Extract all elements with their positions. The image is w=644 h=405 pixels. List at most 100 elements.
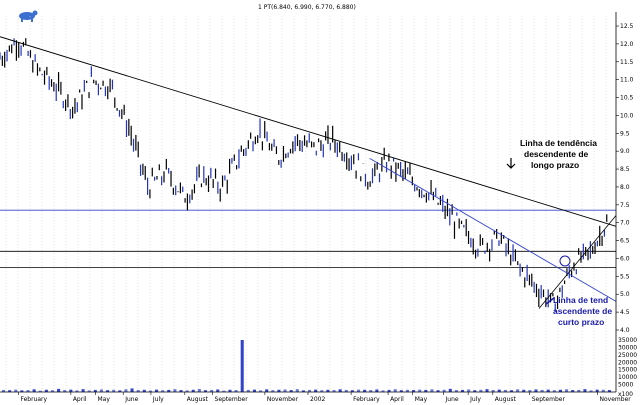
- volume-bar: [136, 390, 140, 392]
- volume-bar: [118, 390, 122, 392]
- volume-bar: [69, 389, 73, 392]
- annotation-line-2: descendente de: [524, 149, 589, 159]
- volume-bar: [289, 390, 293, 392]
- volume-bar: [601, 389, 605, 392]
- volume-bar: [167, 389, 171, 392]
- volume-bar: [448, 388, 452, 392]
- volume-bars: [0, 340, 616, 393]
- volume-bar: [75, 390, 79, 392]
- volume-bar: [246, 389, 250, 392]
- volume-bar: [442, 389, 446, 392]
- volume-bar: [26, 390, 30, 392]
- price-tick-label: 8.0: [620, 184, 630, 191]
- annotation-line-1: Linha de tendência: [520, 138, 597, 148]
- long-term-annotation: Linha de tendência descendente de longo …: [506, 138, 597, 170]
- volume-bar: [8, 390, 12, 392]
- price-tick-label: 4.0: [620, 327, 630, 334]
- grid-lines: [5, 16, 607, 392]
- volume-bar: [173, 389, 177, 392]
- volume-bar: [216, 389, 220, 392]
- annotation-line-3: longo prazo: [531, 160, 579, 170]
- volume-bar: [191, 389, 195, 392]
- volume-bar: [271, 390, 275, 392]
- volume-bar: [399, 390, 403, 392]
- price-tick-label: 9.5: [620, 130, 630, 137]
- volume-bar: [57, 388, 61, 392]
- price-tick-label: 6.0: [620, 255, 630, 262]
- volume-bar: [81, 389, 85, 392]
- volume-bar: [259, 390, 263, 392]
- arrow-icon: [545, 297, 555, 305]
- volume-bar: [387, 389, 391, 392]
- volume-bar: [38, 390, 42, 392]
- volume-bar: [381, 390, 385, 392]
- price-tick-label: 11.5: [620, 59, 634, 66]
- volume-bar: [63, 390, 67, 392]
- month-label: June: [124, 396, 138, 403]
- short-term-annotation: Linha de tend ascendente de curto prazo: [545, 295, 612, 327]
- annotation2-line-1: Linha de tend: [553, 295, 608, 305]
- month-label: July: [152, 396, 164, 403]
- volume-tick-label: 15000: [618, 367, 637, 374]
- annotation2-line-2: ascendente de: [553, 306, 612, 316]
- volume-bar: [454, 390, 458, 392]
- annotation2-line-3: curto prazo: [558, 317, 604, 327]
- volume-bar: [552, 390, 556, 392]
- volume-bar: [50, 390, 55, 392]
- volume-bar: [87, 390, 91, 392]
- volume-bar: [148, 390, 152, 392]
- volume-bar: [106, 390, 110, 392]
- volume-bar: [558, 389, 562, 392]
- price-tick-label: 9.0: [620, 148, 630, 155]
- volume-bar: [2, 389, 6, 392]
- volume-bar: [516, 389, 520, 392]
- volume-bar: [479, 389, 483, 392]
- month-label: 2002: [310, 396, 325, 403]
- volume-bar: [607, 390, 611, 392]
- volume-bar: [222, 390, 226, 392]
- volume-bar: [20, 390, 24, 392]
- month-label: February: [353, 396, 380, 403]
- volume-bar: [344, 389, 348, 392]
- volume-bar: [436, 390, 440, 392]
- month-label: November: [267, 396, 299, 403]
- volume-tick-label: 20000: [618, 359, 637, 366]
- price-tick-label: 8.5: [620, 166, 630, 173]
- volume-bar: [265, 389, 269, 392]
- volume-bar: [301, 390, 305, 392]
- volume-bar: [185, 390, 189, 392]
- volume-bar: [252, 389, 256, 392]
- month-label: May: [415, 396, 428, 403]
- volume-bar: [112, 389, 116, 392]
- volume-bar: [595, 389, 599, 392]
- volume-bar: [546, 389, 550, 392]
- volume-bar: [332, 390, 336, 392]
- volume-bar: [393, 389, 397, 392]
- month-axis: February April May June July August September N…: [18, 392, 631, 403]
- month-label: June: [445, 396, 459, 403]
- volume-bar: [234, 390, 238, 392]
- volume-bar: [14, 389, 18, 392]
- volume-bar: [161, 390, 165, 392]
- signal-circle-icon: [559, 255, 571, 267]
- volume-bar: [308, 389, 312, 392]
- volume-bar: [203, 390, 208, 392]
- volume-bar: [509, 390, 514, 392]
- volume-tick-label: x100: [618, 391, 633, 398]
- volume-bar: [424, 389, 428, 392]
- price-series: [0, 38, 608, 313]
- long-term-downtrend-line: [0, 36, 617, 227]
- month-label: February: [20, 396, 47, 403]
- volume-bar: [589, 390, 593, 392]
- bull-logo-icon: [19, 10, 38, 22]
- volume-bar: [44, 389, 48, 392]
- volume-bar: [571, 390, 575, 392]
- volume-bar: [320, 390, 324, 392]
- short-term-uptrend-line: [538, 215, 617, 309]
- horizontal-lines: [0, 209, 616, 268]
- volume-bar: [124, 389, 128, 392]
- volume-bar: [467, 389, 471, 392]
- month-label: August: [187, 396, 209, 403]
